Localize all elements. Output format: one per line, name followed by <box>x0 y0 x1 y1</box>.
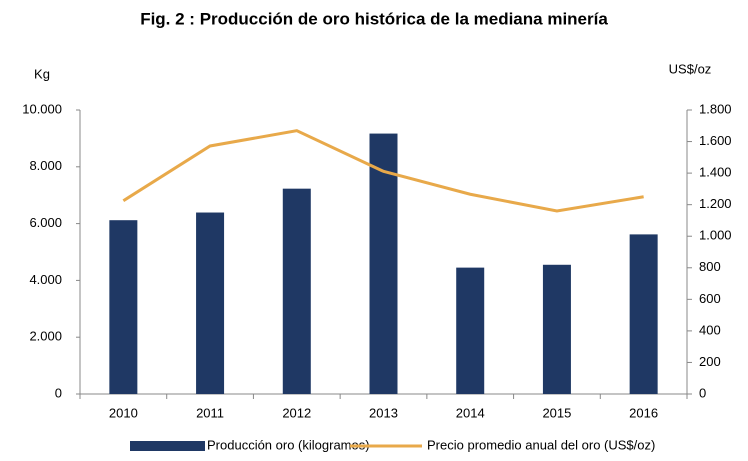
x-tick-label: 2013 <box>369 405 398 420</box>
y-tick-label: 2.000 <box>29 329 62 344</box>
x-tick-label: 2012 <box>282 405 311 420</box>
legend-label: Producción oro (kilogramos) <box>207 437 370 452</box>
y2-axis-label: US$/oz <box>669 61 712 76</box>
y2-tick-label: 1.000 <box>699 228 732 243</box>
y2-tick-label: 600 <box>699 291 721 306</box>
line <box>122 129 644 213</box>
y2-tick-label: 800 <box>699 259 721 274</box>
y2-tick-label: 400 <box>699 322 721 337</box>
bar <box>109 220 138 394</box>
bar <box>629 234 658 394</box>
y-tick-label: 8.000 <box>29 158 62 173</box>
x-tick-label: 2011 <box>196 405 224 420</box>
y2-tick-label: 1.200 <box>699 196 732 211</box>
y2-tick-label: 200 <box>699 354 721 369</box>
legend-label: Precio promedio anual del oro (US$/oz) <box>427 437 655 452</box>
x-tick-label: 2010 <box>109 405 138 420</box>
x-tick-label: 2015 <box>542 405 571 420</box>
bar <box>542 264 571 394</box>
y2-tick-label: 1.800 <box>699 101 732 116</box>
bar <box>369 133 398 394</box>
y-axis-label: Kg <box>34 66 50 81</box>
y-tick-label: 10.000 <box>22 101 62 116</box>
bar <box>196 212 225 394</box>
x-tick-label: 2014 <box>456 405 485 420</box>
chart-title: Fig. 2 : Producción de oro histórica de … <box>140 9 608 28</box>
bar <box>456 267 485 394</box>
legend-swatch <box>130 441 205 451</box>
bar <box>282 188 311 394</box>
y-tick-label: 0 <box>55 385 62 400</box>
y-tick-label: 6.000 <box>29 215 62 230</box>
y2-tick-label: 0 <box>699 385 706 400</box>
y2-tick-label: 1.600 <box>699 133 732 148</box>
y-tick-label: 4.000 <box>29 272 62 287</box>
x-tick-label: 2016 <box>629 405 658 420</box>
y2-tick-label: 1.400 <box>699 165 732 180</box>
